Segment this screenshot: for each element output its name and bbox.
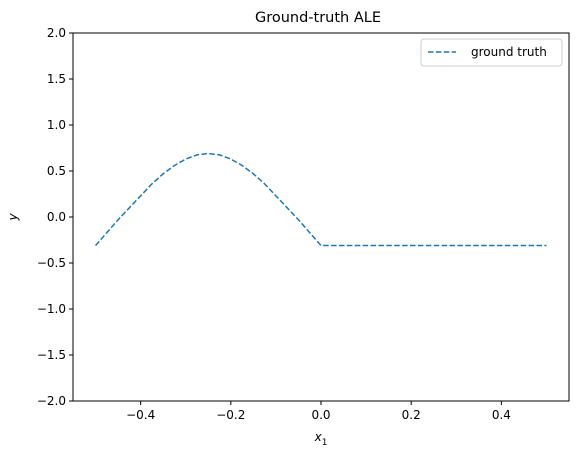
y-tick-label: −1.0 bbox=[37, 302, 66, 316]
x-axis-label: x1 bbox=[314, 430, 328, 448]
x-tick-label: 0.2 bbox=[402, 408, 421, 422]
legend-box bbox=[420, 38, 563, 67]
y-tick-label: 1.0 bbox=[47, 118, 66, 132]
legend-label-ground-truth: ground truth bbox=[471, 45, 547, 59]
series-line-ground-truth bbox=[94, 152, 547, 247]
axes-frame bbox=[72, 32, 570, 402]
y-tick-label: 0.5 bbox=[47, 164, 66, 178]
chart-title: Ground-truth ALE bbox=[255, 10, 381, 26]
y-axis: −2.0 −1.5 −1.0 −0.5 0.0 0.5 1.0 1.5 2.0 bbox=[37, 26, 73, 408]
y-tick-label: 0.0 bbox=[47, 210, 66, 224]
x-tick-label: −0.4 bbox=[126, 408, 155, 422]
y-tick-label: −1.5 bbox=[37, 348, 66, 362]
legend: ground truth bbox=[420, 38, 563, 67]
plot-area bbox=[94, 152, 547, 247]
x-axis-label-subscript: 1 bbox=[322, 438, 328, 448]
y-tick-label: 1.5 bbox=[47, 72, 66, 86]
y-axis-label: y bbox=[6, 213, 20, 222]
x-tick-label: 0.0 bbox=[311, 408, 330, 422]
x-tick-label: −0.2 bbox=[216, 408, 245, 422]
x-axis: −0.4 −0.2 0.0 0.2 0.4 bbox=[126, 401, 511, 422]
x-axis-label-main: x bbox=[314, 430, 323, 444]
y-tick-label: 2.0 bbox=[47, 26, 66, 40]
y-tick-label: −2.0 bbox=[37, 394, 66, 408]
x-tick-label: 0.4 bbox=[492, 408, 511, 422]
y-tick-label: −0.5 bbox=[37, 256, 66, 270]
